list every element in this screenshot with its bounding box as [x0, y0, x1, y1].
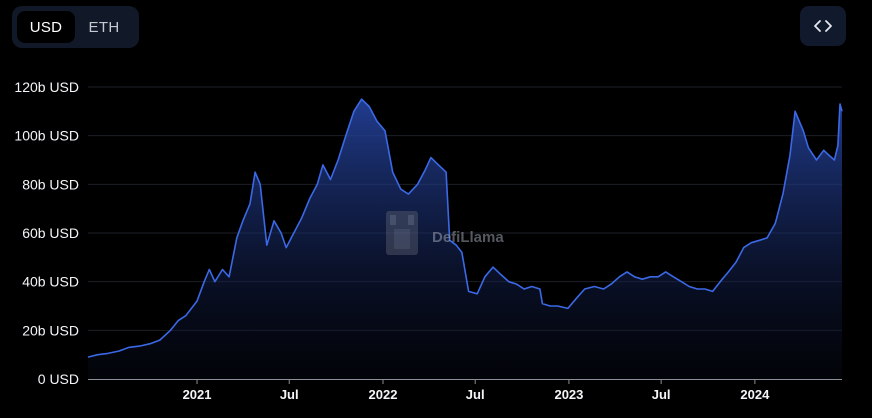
x-tick-label: Jul [280, 387, 299, 402]
x-tick-label: 2021 [183, 387, 212, 402]
tvl-series-line [87, 98, 843, 358]
y-tick-label: 60b USD [22, 225, 79, 241]
y-tick-label: 40b USD [22, 274, 79, 290]
y-tick-label: 80b USD [22, 176, 79, 192]
x-axis: 2021 Jul 2022 Jul 2023 Jul 2024 [88, 379, 842, 402]
x-tick-label: 2023 [554, 387, 583, 402]
watermark-text: DefiLlama [432, 229, 504, 246]
currency-toggle: USD ETH [12, 6, 139, 48]
y-tick-label: 100b USD [14, 128, 79, 144]
y-axis: 0 USD 20b USD 40b USD 60b USD 80b USD 100b US… [14, 79, 79, 387]
toggle-eth-button[interactable]: ETH [88, 18, 120, 36]
watermark: DefiLlama [386, 211, 504, 255]
embed-button[interactable] [800, 6, 846, 46]
y-tick-label: 120b USD [14, 79, 79, 95]
llama-logo-icon [386, 211, 418, 255]
x-tick-label: Jul [466, 387, 485, 402]
code-brackets-icon [814, 20, 832, 32]
x-tick-label: Jul [652, 387, 671, 402]
y-tick-label: 20b USD [22, 322, 79, 338]
x-tick-label: 2024 [740, 387, 770, 402]
tvl-area-fill [88, 99, 842, 379]
toggle-usd-button[interactable]: USD [17, 11, 75, 43]
y-tick-label: 0 USD [38, 371, 79, 387]
x-tick-label: 2022 [369, 387, 398, 402]
